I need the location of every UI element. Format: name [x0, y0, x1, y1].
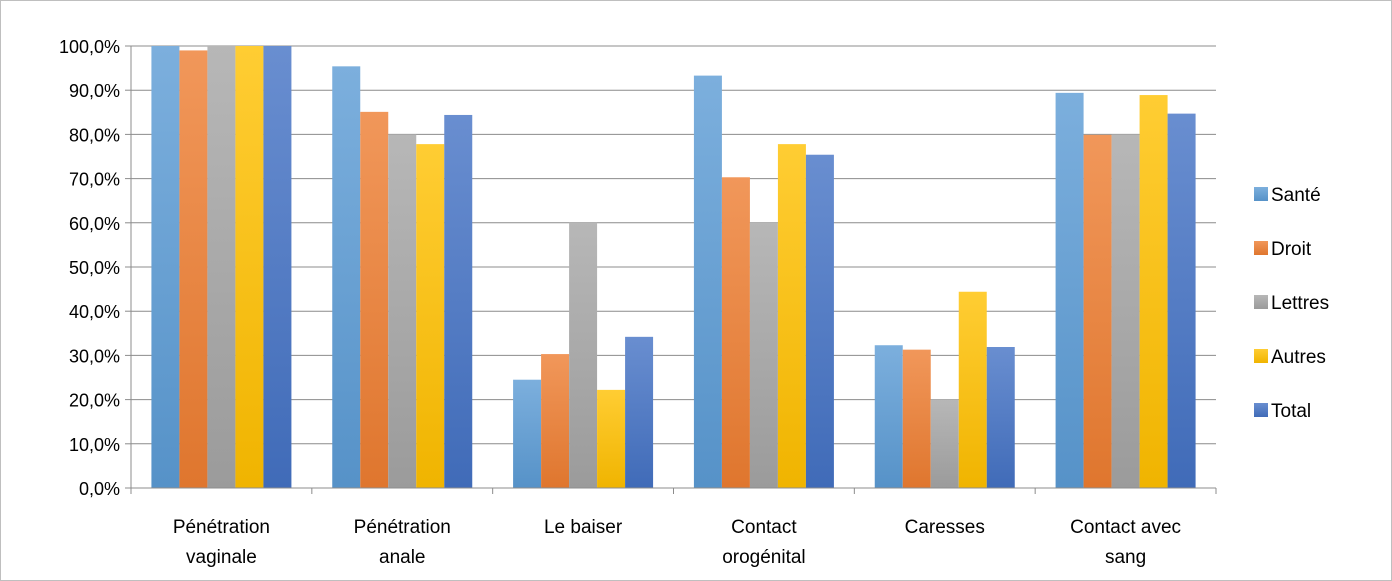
bar-droit-4 — [903, 350, 931, 488]
y-tick-label: 10,0% — [69, 435, 120, 455]
bar-sante-3 — [694, 76, 722, 488]
bar-autres-2 — [597, 390, 625, 488]
legend-label: Droit — [1271, 239, 1312, 260]
bar-autres-4 — [959, 292, 987, 488]
bar-lettres-0 — [207, 46, 235, 488]
legend-label: Autres — [1271, 347, 1326, 368]
x-category-label: Contact avec sang — [1070, 517, 1181, 568]
x-category-label: Pénétration anale — [354, 517, 451, 568]
y-tick-label: 60,0% — [69, 214, 120, 234]
y-tick-label: 40,0% — [69, 302, 120, 322]
bar-lettres-3 — [750, 223, 778, 488]
bar-droit-0 — [179, 50, 207, 488]
bar-lettres-4 — [931, 400, 959, 488]
y-tick-label: 0,0% — [79, 479, 120, 499]
bar-lettres-2 — [569, 223, 597, 488]
bar-lettres-5 — [1112, 134, 1140, 488]
y-tick-label: 100,0% — [59, 37, 120, 57]
legend-swatch — [1254, 295, 1268, 309]
y-tick-labels: 0,0% 10,0% 20,0% 30,0% 40,0% 50,0% 60,0% 70,0% 8… — [59, 37, 120, 499]
bar-autres-3 — [778, 144, 806, 488]
bar-autres-0 — [235, 46, 263, 488]
legend-label: Santé — [1271, 185, 1321, 206]
bar-droit-5 — [1084, 135, 1112, 488]
y-tick-label: 80,0% — [69, 125, 120, 145]
x-category-label: Contact orogénital — [722, 517, 805, 568]
legend-swatch — [1254, 403, 1268, 417]
y-tick-label: 30,0% — [69, 346, 120, 366]
x-category-label: Caresses — [905, 517, 985, 538]
legend-swatch — [1254, 241, 1268, 255]
x-category-label: Le baiser — [544, 517, 623, 538]
x-category-labels: Pénétration vaginale Pénétration anale Le ba… — [173, 517, 1181, 568]
bar-droit-3 — [722, 177, 750, 488]
bar-lettres-1 — [388, 134, 416, 488]
bar-sante-0 — [151, 46, 179, 488]
bar-sante-1 — [332, 66, 360, 488]
legend-swatch — [1254, 187, 1268, 201]
bar-total-4 — [987, 347, 1015, 488]
legend-label: Total — [1271, 401, 1311, 422]
y-tick-label: 70,0% — [69, 170, 120, 190]
bar-droit-1 — [360, 112, 388, 488]
y-tick-label: 90,0% — [69, 81, 120, 101]
bar-total-0 — [263, 46, 291, 488]
bar-total-3 — [806, 155, 834, 488]
bar-autres-5 — [1140, 95, 1168, 488]
bar-sante-4 — [875, 345, 903, 488]
bar-total-1 — [444, 115, 472, 488]
axes — [131, 46, 1216, 494]
legend-swatch — [1254, 349, 1268, 363]
y-tick-label: 20,0% — [69, 391, 120, 411]
y-tick-label: 50,0% — [69, 258, 120, 278]
bar-autres-1 — [416, 144, 444, 488]
legend: Santé Droit Lettres Autres Total — [1254, 185, 1329, 422]
bar-sante-2 — [513, 380, 541, 488]
x-category-label: Pénétration vaginale — [173, 517, 270, 568]
bar-total-5 — [1168, 114, 1196, 488]
legend-label: Lettres — [1271, 293, 1329, 314]
bar-sante-5 — [1056, 93, 1084, 488]
bar-droit-2 — [541, 354, 569, 488]
bar-total-2 — [625, 337, 653, 488]
